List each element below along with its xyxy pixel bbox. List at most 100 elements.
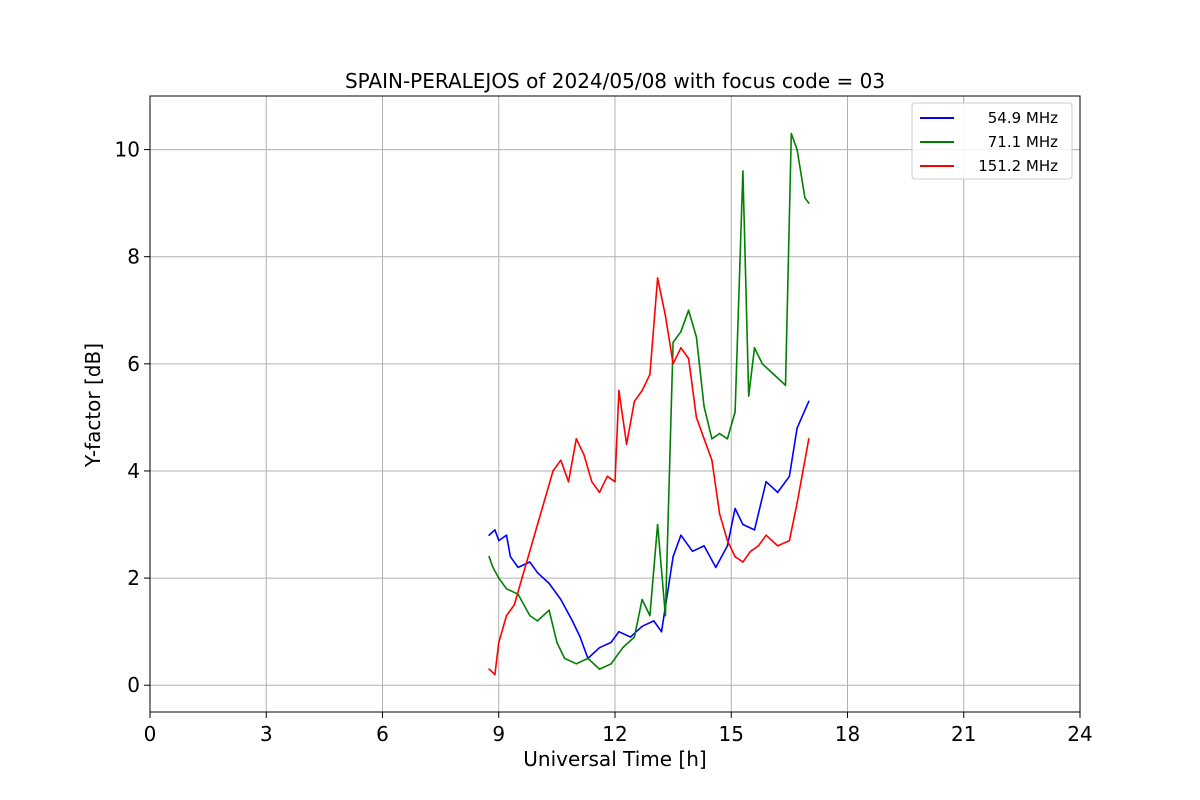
data-point bbox=[492, 566, 494, 569]
data-point bbox=[703, 545, 705, 547]
y-axis-title: Y-factor [dB] bbox=[81, 343, 105, 468]
data-point bbox=[664, 314, 667, 317]
data-point bbox=[505, 588, 508, 590]
data-point bbox=[761, 363, 764, 365]
y-tick-label: 4 bbox=[127, 459, 140, 483]
data-point bbox=[788, 475, 791, 478]
data-point bbox=[672, 555, 674, 558]
data-point bbox=[680, 330, 682, 333]
data-point bbox=[649, 373, 651, 376]
x-tick-label: 6 bbox=[376, 722, 389, 746]
x-tick-label: 12 bbox=[602, 722, 627, 746]
data-point bbox=[695, 416, 698, 419]
data-point bbox=[633, 636, 636, 638]
data-point bbox=[773, 373, 775, 376]
data-point bbox=[536, 523, 539, 526]
data-point bbox=[734, 555, 736, 558]
data-point bbox=[747, 395, 750, 397]
y-axis: 0 2 4 6 8 10 bbox=[115, 138, 150, 697]
data-point bbox=[488, 555, 490, 558]
data-point bbox=[641, 389, 643, 392]
data-point bbox=[571, 620, 574, 622]
data-point bbox=[521, 577, 523, 579]
y-tick-label: 0 bbox=[127, 673, 140, 697]
data-point bbox=[560, 459, 562, 462]
x-tick-label: 3 bbox=[260, 722, 273, 746]
data-point bbox=[656, 277, 659, 279]
data-point bbox=[552, 470, 554, 472]
data-point bbox=[505, 534, 508, 536]
x-tick-label: 9 bbox=[492, 722, 505, 746]
x-axis-title: Universal Time [h] bbox=[523, 747, 706, 771]
series-line-71-1-mhz bbox=[488, 132, 810, 670]
data-point bbox=[680, 534, 682, 536]
data-point bbox=[695, 336, 698, 338]
data-point bbox=[711, 438, 713, 440]
data-point bbox=[796, 148, 798, 151]
x-tick-label: 21 bbox=[951, 722, 976, 746]
legend-box bbox=[911, 102, 1073, 180]
data-point bbox=[711, 459, 713, 462]
data-point bbox=[649, 614, 651, 617]
data-point bbox=[765, 534, 767, 536]
data-point bbox=[776, 491, 779, 494]
data-point bbox=[625, 443, 628, 446]
data-point bbox=[583, 454, 585, 456]
data-point bbox=[556, 641, 558, 644]
data-point bbox=[598, 491, 601, 494]
data-point bbox=[796, 427, 798, 429]
data-point bbox=[622, 646, 624, 649]
y-tick-label: 8 bbox=[127, 245, 140, 269]
data-point bbox=[587, 657, 589, 660]
series-lines bbox=[488, 132, 810, 676]
data-point bbox=[529, 550, 531, 553]
data-point bbox=[691, 550, 694, 553]
data-point bbox=[765, 480, 767, 483]
data-point bbox=[536, 620, 539, 622]
data-point bbox=[494, 529, 496, 531]
data-point bbox=[808, 202, 810, 204]
data-point bbox=[498, 539, 500, 542]
data-point bbox=[703, 405, 705, 408]
data-point bbox=[742, 523, 744, 526]
data-point bbox=[598, 668, 601, 670]
data-point bbox=[653, 620, 655, 622]
data-point bbox=[687, 309, 690, 312]
data-point bbox=[734, 411, 736, 413]
data-point bbox=[629, 636, 632, 638]
data-point bbox=[726, 545, 729, 547]
data-point bbox=[726, 539, 729, 542]
data-point bbox=[536, 571, 539, 574]
y-tick-label: 10 bbox=[115, 138, 140, 162]
data-point bbox=[718, 432, 721, 435]
data-point bbox=[796, 502, 798, 504]
data-point bbox=[563, 657, 566, 660]
data-point bbox=[598, 646, 601, 649]
data-point bbox=[513, 604, 516, 606]
data-point bbox=[784, 384, 787, 387]
data-point bbox=[488, 668, 490, 670]
data-point bbox=[509, 555, 512, 558]
data-point bbox=[591, 480, 593, 483]
data-point bbox=[610, 663, 612, 665]
grid bbox=[149, 96, 1081, 712]
data-point bbox=[560, 598, 562, 601]
data-point bbox=[680, 347, 682, 349]
data-point bbox=[575, 438, 578, 440]
y-tick-label: 6 bbox=[127, 352, 140, 376]
data-point bbox=[808, 400, 810, 403]
data-point bbox=[790, 132, 793, 135]
data-point bbox=[544, 496, 547, 499]
data-point bbox=[618, 630, 620, 633]
legend-label: 54.9 MHz bbox=[988, 109, 1058, 127]
data-point bbox=[804, 197, 806, 199]
data-point bbox=[575, 663, 578, 665]
data-point bbox=[618, 389, 620, 392]
data-point bbox=[734, 507, 736, 510]
data-point bbox=[498, 577, 500, 579]
data-point bbox=[776, 545, 779, 547]
x-tick-label: 15 bbox=[719, 722, 744, 746]
data-point bbox=[505, 614, 508, 617]
data-point bbox=[641, 625, 643, 628]
data-point bbox=[529, 614, 531, 617]
